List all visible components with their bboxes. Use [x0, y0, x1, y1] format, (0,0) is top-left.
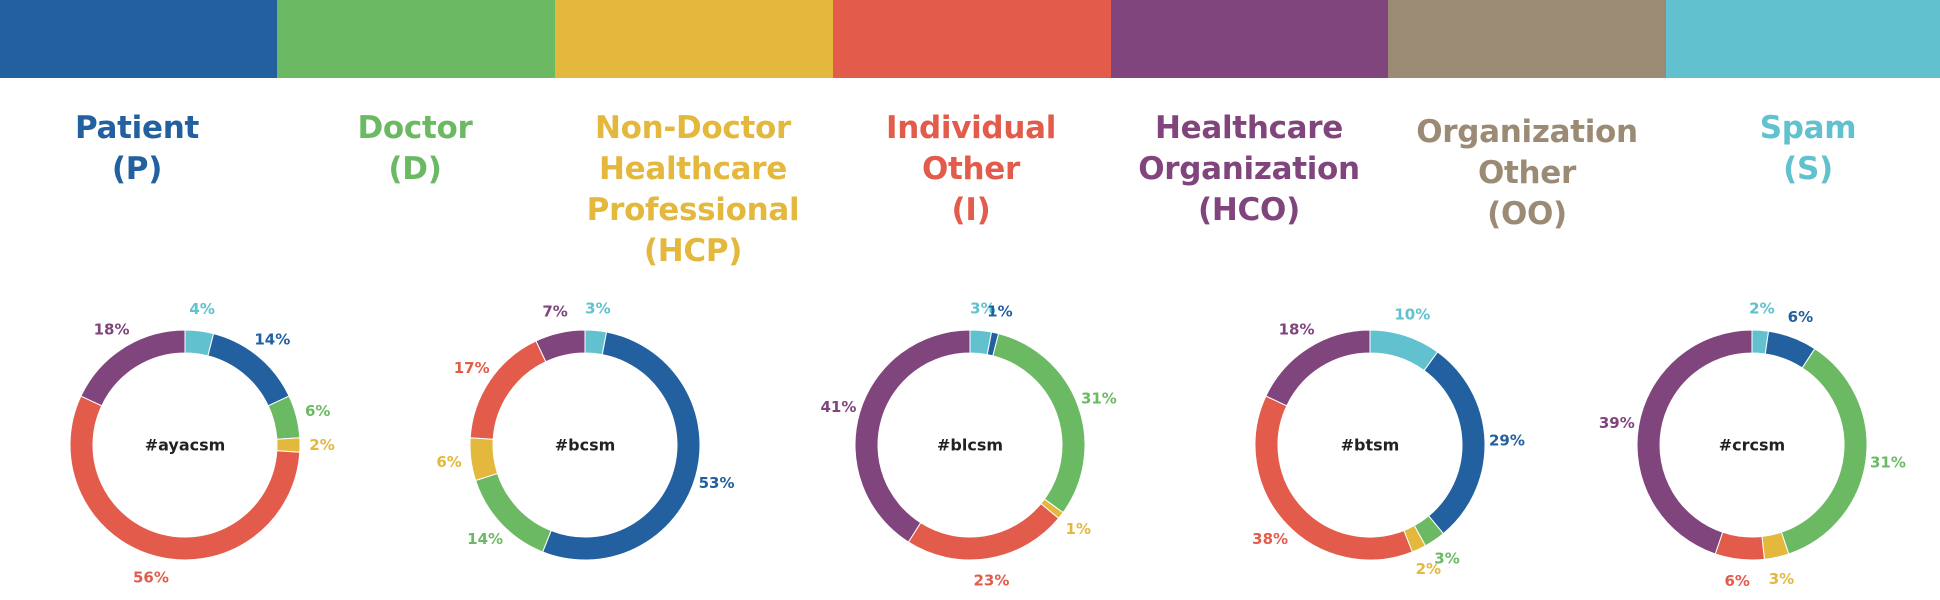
donut-slice-individual-other	[907, 502, 1060, 561]
donut-slice-spam	[1369, 329, 1439, 372]
donut-slice-hco	[1265, 329, 1371, 407]
donut-center-title: #btsm	[1341, 436, 1400, 455]
slice-percent-label: 3%	[585, 300, 610, 318]
donut-chart-ayacsm: 4% 14% 6% 2% 56% 18% #ayacsm	[69, 300, 335, 587]
category-color-bar	[0, 0, 1940, 78]
slice-percent-label: 10%	[1394, 306, 1430, 324]
donut-slice-patient	[1423, 351, 1486, 535]
donut-chart-bcsm: 3% 53% 14% 6% 17% 7% #bcsm	[436, 300, 735, 561]
donut-slice-doctor	[1780, 347, 1868, 555]
donut-center-title: #bcsm	[555, 436, 616, 455]
slice-percent-label: 31%	[1081, 390, 1117, 408]
color-swatch-doctor	[277, 0, 555, 78]
donut-chart-btsm: 10% 29% 3%2% 38% 18% #btsm	[1252, 306, 1525, 578]
donut-slice-hco	[535, 329, 586, 363]
slice-percent-label: 4%	[189, 300, 214, 318]
category-label-hcp: Non-Doctor Healthcare Professional (HCP)	[586, 110, 800, 269]
slice-percent-label: 14%	[254, 330, 290, 348]
slice-percent-label: 39%	[1599, 414, 1635, 432]
category-label-individual-other: Individual Other (I)	[885, 110, 1057, 228]
color-swatch-spam	[1666, 0, 1940, 78]
color-swatch-individual-other	[833, 0, 1111, 78]
slice-percent-label: 56%	[133, 569, 169, 587]
category-label-hco: Healthcare Organization (HCO)	[1138, 110, 1360, 228]
category-label-patient: Patient (P)	[74, 110, 200, 187]
slice-percent-label: 6%	[1788, 308, 1813, 326]
donut-slice-hco	[1636, 329, 1753, 555]
category-label-doctor: Doctor (D)	[357, 110, 473, 187]
slice-percent-label: 1%	[987, 302, 1012, 320]
slice-percent-label: 17%	[454, 359, 490, 377]
donut-slice-doctor	[992, 333, 1086, 514]
donut-slice-individual-other	[69, 395, 301, 561]
category-label-organization-other: Organization Other (OO)	[1416, 114, 1638, 232]
donut-slice-hcp	[276, 437, 301, 453]
slice-percent-label: 6%	[436, 453, 461, 471]
slice-percent-label: 31%	[1870, 453, 1906, 471]
color-swatch-organization-other	[1388, 0, 1666, 78]
donut-center-title: #ayacsm	[145, 436, 226, 455]
donut-slice-hco	[80, 329, 186, 407]
slice-percent-label: 3%	[1769, 570, 1794, 588]
color-swatch-patient	[0, 0, 277, 78]
slice-percent-label: 29%	[1489, 432, 1525, 450]
category-label-spam: Spam (S)	[1759, 110, 1857, 187]
slice-percent-label: 18%	[94, 320, 130, 338]
color-swatch-hco	[1111, 0, 1388, 78]
slice-percent-label: 53%	[699, 474, 735, 492]
donut-center-title: #blcsm	[937, 436, 1003, 455]
slice-percent-label: 38%	[1252, 530, 1288, 548]
slice-percent-label: 2%	[309, 436, 334, 454]
slice-percent-label: 14%	[467, 530, 503, 548]
slice-percent-label: 6%	[1724, 572, 1749, 590]
donut-slice-hco	[854, 329, 971, 543]
slice-percent-label: 3%	[1434, 549, 1459, 567]
slice-percent-label: 41%	[820, 398, 856, 416]
color-swatch-hcp	[555, 0, 833, 78]
donut-center-title: #crcsm	[1719, 436, 1785, 455]
slice-percent-label: 7%	[542, 302, 567, 320]
donut-slice-hcp	[469, 437, 499, 482]
donut-slice-individual-other	[1714, 531, 1765, 561]
donut-slice-individual-other	[469, 340, 547, 440]
slice-percent-label: 1%	[1066, 520, 1091, 538]
slice-percent-label: 2%	[1416, 560, 1441, 578]
donut-chart-crcsm: 2% 6% 31% 3% 6% 39% #crcsm	[1599, 299, 1906, 590]
slice-percent-label: 2%	[1749, 299, 1774, 317]
donut-chart-blcsm: 3%1%31%1%23%41%#blcsm	[820, 300, 1116, 590]
slice-percent-label: 18%	[1279, 320, 1315, 338]
slice-percent-label: 23%	[973, 571, 1009, 589]
slice-percent-label: 3%	[970, 300, 995, 318]
slice-percent-label: 6%	[305, 402, 330, 420]
